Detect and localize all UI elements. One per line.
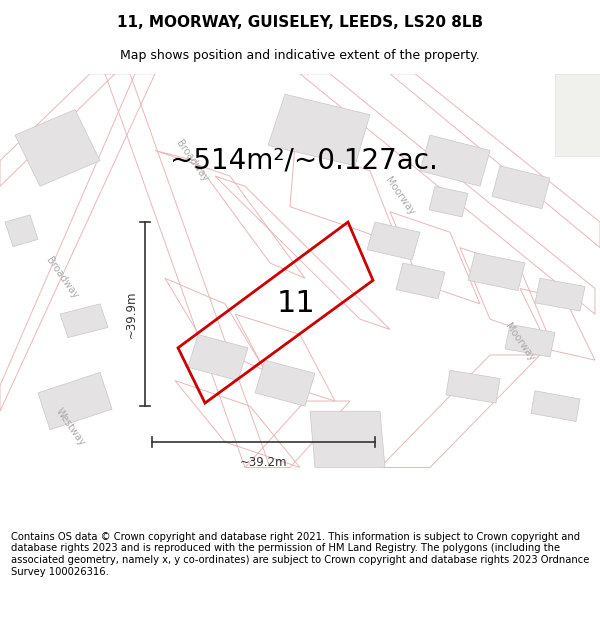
Text: Contains OS data © Crown copyright and database right 2021. This information is : Contains OS data © Crown copyright and d… xyxy=(11,532,589,577)
Polygon shape xyxy=(367,222,420,260)
Text: Moorway: Moorway xyxy=(383,176,417,218)
Polygon shape xyxy=(60,304,108,338)
Polygon shape xyxy=(268,94,370,166)
Polygon shape xyxy=(188,334,248,381)
Text: Westway: Westway xyxy=(53,406,86,447)
Polygon shape xyxy=(420,135,490,186)
Text: 11, MOORWAY, GUISELEY, LEEDS, LS20 8LB: 11, MOORWAY, GUISELEY, LEEDS, LS20 8LB xyxy=(117,14,483,29)
Text: ~39.9m: ~39.9m xyxy=(125,291,137,338)
Text: Broadway: Broadway xyxy=(174,138,210,183)
Polygon shape xyxy=(396,263,445,299)
Text: ~39.2m: ~39.2m xyxy=(240,456,287,469)
Text: 11: 11 xyxy=(277,289,316,318)
Polygon shape xyxy=(492,166,550,209)
Polygon shape xyxy=(5,215,38,247)
Polygon shape xyxy=(446,371,500,403)
Polygon shape xyxy=(555,74,600,156)
Text: Moorway: Moorway xyxy=(503,321,537,362)
Text: ~514m²/~0.127ac.: ~514m²/~0.127ac. xyxy=(170,147,438,174)
Polygon shape xyxy=(38,372,112,429)
Text: Map shows position and indicative extent of the property.: Map shows position and indicative extent… xyxy=(120,49,480,62)
Polygon shape xyxy=(310,411,385,468)
Polygon shape xyxy=(531,391,580,421)
Polygon shape xyxy=(535,278,585,311)
Text: Broadway: Broadway xyxy=(44,256,80,301)
Polygon shape xyxy=(429,186,468,217)
Polygon shape xyxy=(255,360,315,406)
Polygon shape xyxy=(468,253,525,291)
Polygon shape xyxy=(505,324,555,357)
Polygon shape xyxy=(15,109,100,186)
